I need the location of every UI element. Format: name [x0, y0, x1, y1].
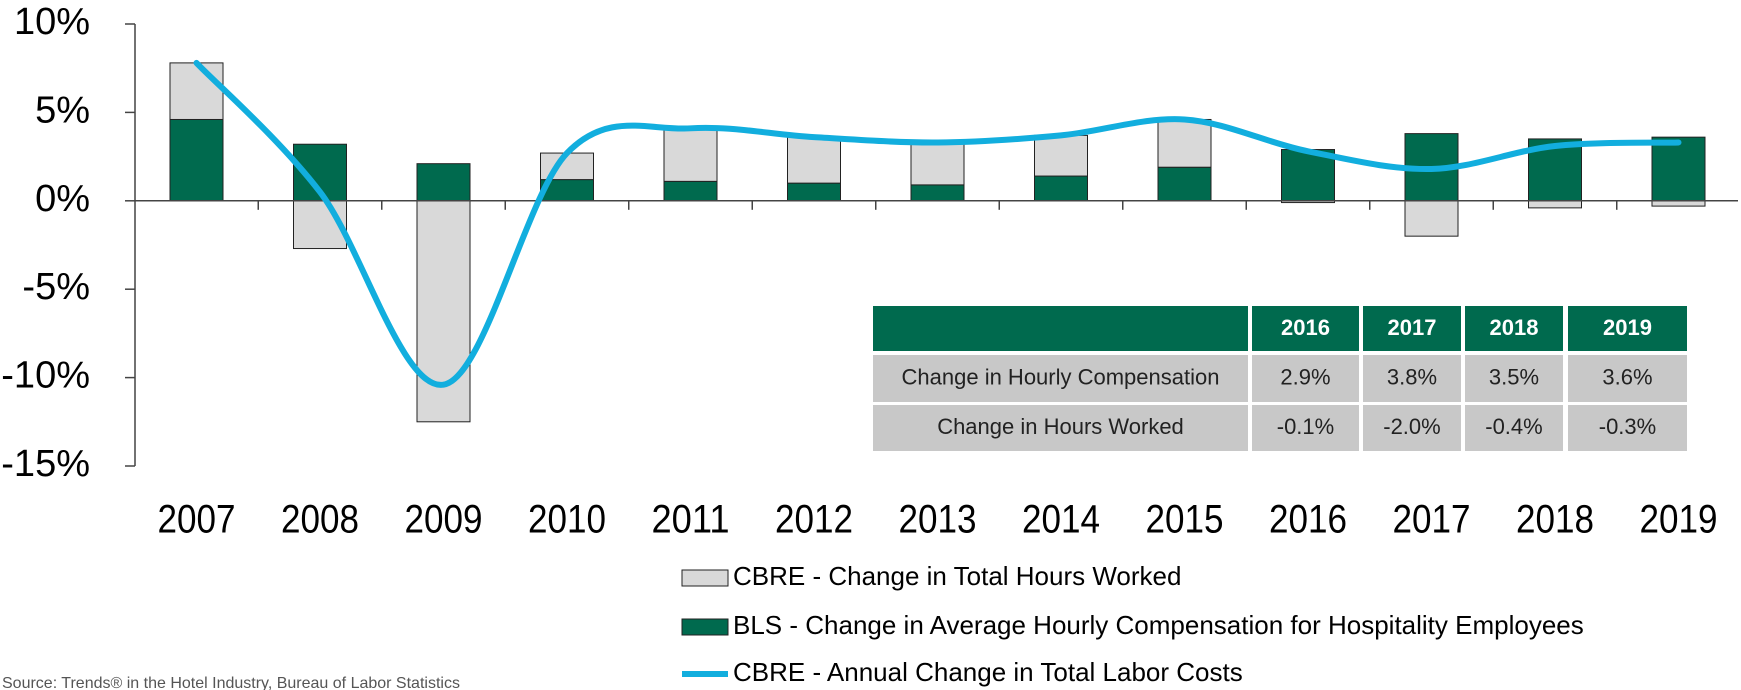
bar: [1157, 166, 1212, 202]
legend-label: CBRE - Change in Total Hours Worked: [733, 561, 1181, 591]
table-header-text: 2017: [1388, 315, 1437, 340]
table-text: -0.1%: [1277, 414, 1334, 439]
bar: [787, 182, 841, 202]
table-cell: [1465, 355, 1563, 402]
x-tick-label: 2012: [775, 498, 853, 542]
bar: [910, 184, 965, 202]
x-tick-label: 2010: [528, 498, 606, 542]
table-header-cell: [1568, 306, 1687, 351]
x-tick-label: 2019: [1640, 498, 1718, 542]
y-tick-label: 10%: [14, 1, 90, 43]
table-cell: [1568, 405, 1687, 451]
x-tick-label: 2011: [652, 498, 730, 542]
legend-swatch: [681, 569, 729, 587]
bar: [1651, 136, 1706, 202]
table-cell: [1363, 355, 1461, 402]
table-header-text: 2016: [1281, 315, 1330, 340]
bar: [1157, 118, 1212, 168]
bar: [787, 136, 841, 184]
table-header: [873, 306, 1248, 351]
x-tick-label: 2009: [405, 498, 483, 542]
table-text: 2.9%: [1280, 364, 1330, 389]
table-header-text: 2018: [1490, 315, 1539, 340]
table-cell: [1252, 405, 1359, 451]
bar: [1034, 175, 1088, 202]
bar: [416, 200, 471, 423]
table-text: Change in Hours Worked: [937, 414, 1184, 439]
table-text: Change in Hourly Compensation: [902, 364, 1220, 389]
table-header-cell: [1252, 306, 1359, 351]
x-tick-label: 2017: [1393, 498, 1471, 542]
bar: [1034, 134, 1088, 177]
legend-label: BLS - Change in Average Hourly Compensat…: [733, 610, 1584, 640]
table-text: -0.4%: [1485, 414, 1542, 439]
y-tick-label: -10%: [1, 355, 90, 397]
x-tick-label: 2014: [1022, 498, 1100, 542]
x-tick-label: 2016: [1269, 498, 1347, 542]
bar: [1404, 200, 1459, 237]
bar: [169, 62, 224, 120]
table-text: 3.5%: [1489, 364, 1539, 389]
bar: [663, 180, 718, 202]
x-tick-label: 2015: [1146, 498, 1224, 542]
line: [193, 59, 1682, 388]
source: Source: Trends® in the Hotel Industry, B…: [2, 675, 460, 690]
bar: [416, 163, 471, 202]
y-tick-label: 5%: [35, 89, 90, 131]
table-cell: [873, 355, 1248, 402]
table-text: 3.6%: [1602, 364, 1652, 389]
bar: [910, 141, 965, 186]
table-cell: [1252, 355, 1359, 402]
table-cell: [1465, 405, 1563, 451]
bar: [663, 127, 718, 182]
bar: [1651, 200, 1706, 207]
table-header-text: 2019: [1603, 315, 1652, 340]
x-tick-label: 2013: [899, 498, 977, 542]
y-tick-label: -15%: [1, 443, 90, 485]
x-tick-label: 2018: [1516, 498, 1594, 542]
x-tick-label: 2008: [281, 498, 359, 542]
table-cell: [1568, 355, 1687, 402]
table-text: -2.0%: [1383, 414, 1440, 439]
table-header-cell: [1465, 306, 1563, 351]
y-tick-label: 0%: [35, 178, 90, 220]
y-tick-label: -5%: [22, 266, 90, 308]
table-cell: [873, 405, 1248, 451]
x-tick-label: 2007: [158, 498, 236, 542]
bar: [169, 118, 224, 202]
table-text: -0.3%: [1599, 414, 1656, 439]
table-header-cell: [1363, 306, 1461, 351]
legend-swatch: [681, 618, 729, 636]
legend-label: CBRE - Annual Change in Total Labor Cost…: [733, 657, 1243, 687]
bar: [1281, 149, 1335, 202]
bar: [1528, 200, 1582, 209]
table-cell: [1363, 405, 1461, 451]
table-text: 3.8%: [1387, 364, 1437, 389]
